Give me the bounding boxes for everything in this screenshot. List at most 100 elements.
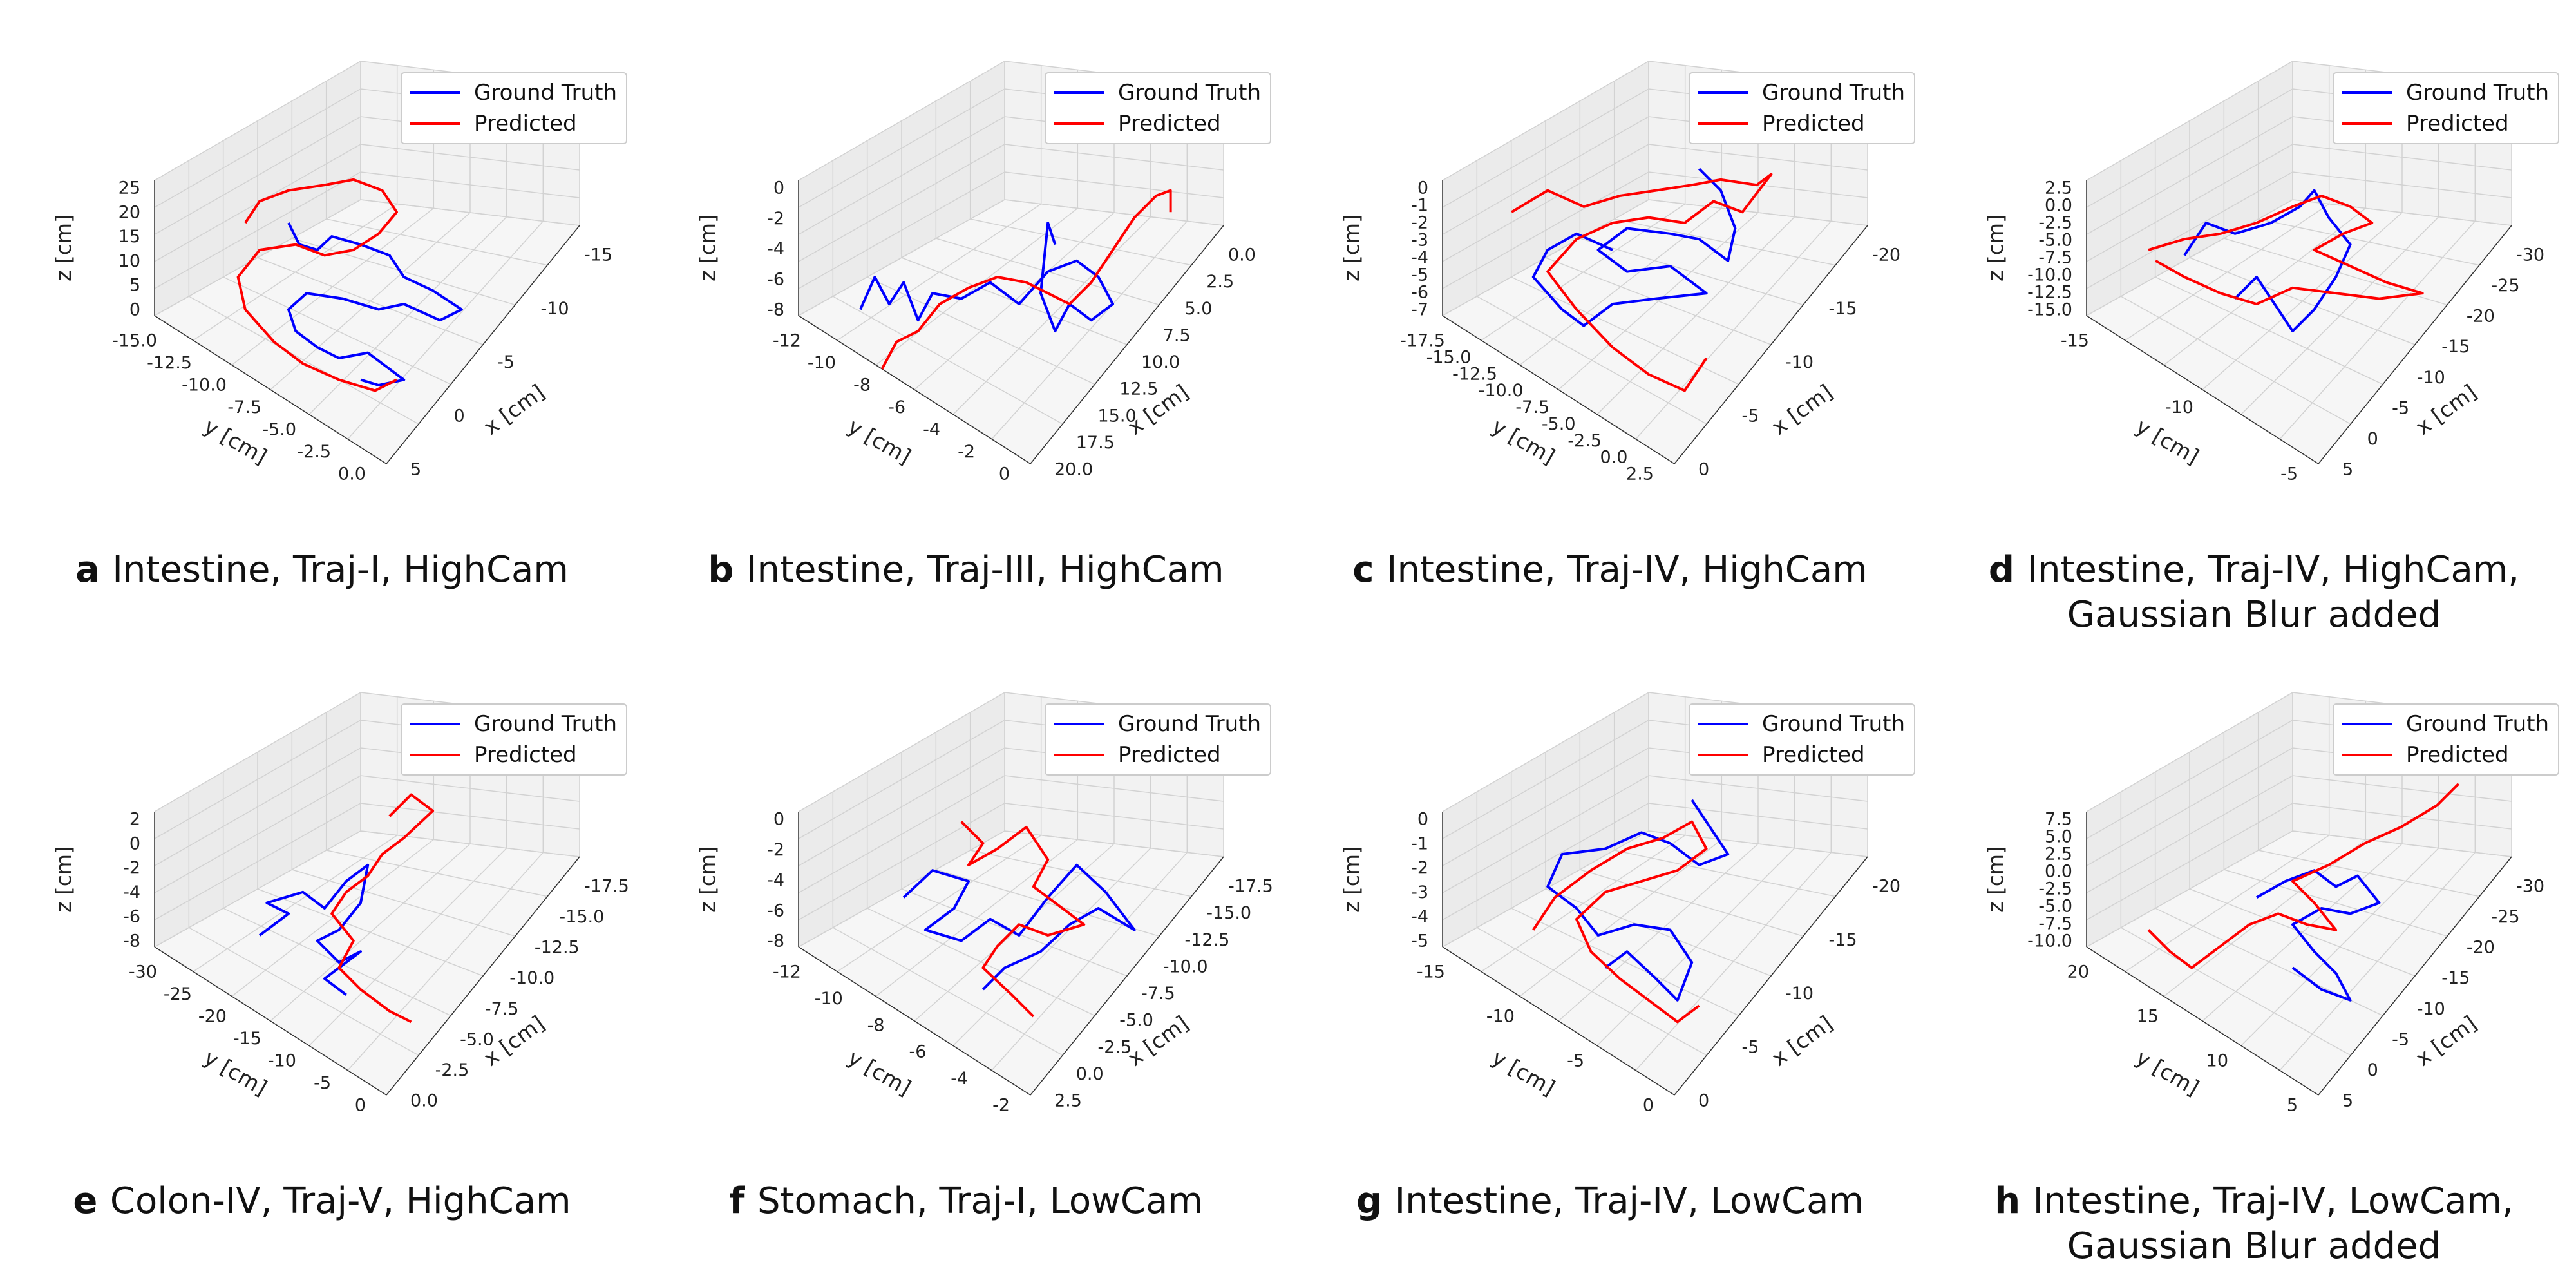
y-tick-label: 10 xyxy=(2206,1051,2228,1071)
axis-lines xyxy=(1442,180,1868,464)
z-tick-label: 20 xyxy=(118,202,140,222)
x-ticks: 5 0 -5 -10 -15 xyxy=(410,245,612,480)
z-tick-label: -15.0 xyxy=(2027,300,2072,320)
y-tick-label: -2.5 xyxy=(297,442,331,462)
x-tick-label: -30 xyxy=(2516,877,2544,897)
legend-swatch xyxy=(2342,122,2392,125)
series-line-ground-truth xyxy=(259,863,370,997)
series-line-predicted xyxy=(1532,820,1708,1024)
z-axis-label: z [cm] xyxy=(1983,846,2008,913)
x-axis-label: x [cm] xyxy=(1767,379,1837,440)
x-tick-label: -2.5 xyxy=(435,1060,469,1080)
legend-entry: Predicted xyxy=(2342,108,2549,139)
y-tick-label: -20 xyxy=(198,1007,227,1027)
z-ticks: -7-6-5-4-3-2-10 xyxy=(1411,178,1428,320)
x-tick-label: -5.0 xyxy=(1119,1011,1153,1031)
y-tick-label: -5 xyxy=(314,1073,331,1093)
caption-text: Intestine, Traj-III, HighCam xyxy=(746,549,1224,591)
y-tick-label: -30 xyxy=(129,962,157,982)
x-tick-label: -10.0 xyxy=(509,968,554,988)
y-tick-label: -10 xyxy=(2165,397,2193,417)
legend-label: Ground Truth xyxy=(1762,711,1906,737)
legend-swatch xyxy=(1054,91,1104,94)
z-ticks: -10.0-7.5-5.0-2.50.02.55.07.5 xyxy=(2027,810,2072,951)
y-ticks: 0 -5 -10 -15 -20 -25 -30 xyxy=(129,962,366,1116)
y-tick-label: -15.0 xyxy=(1426,347,1472,367)
y-tick-label: -17.5 xyxy=(1400,331,1445,351)
legend-label: Predicted xyxy=(2406,742,2509,768)
z-tick-label: -8 xyxy=(123,931,140,951)
caption-text: Gaussian Blur added xyxy=(2067,594,2441,636)
x-tick-label: 0 xyxy=(2367,1060,2378,1080)
series-line-predicted xyxy=(2147,783,2460,969)
z-tick-label: -2 xyxy=(1411,858,1428,878)
legend-swatch xyxy=(1698,122,1748,125)
z-ticks: 0 5 10 15 20 25 xyxy=(118,178,140,320)
x-axis-label: x [cm] xyxy=(1767,1011,1837,1071)
x-tick-label: -30 xyxy=(2516,245,2544,265)
legend-label: Ground Truth xyxy=(1762,80,1906,106)
series-line-ground-truth xyxy=(2256,869,2381,1002)
series-line-predicted xyxy=(1511,173,1773,392)
z-tick-label: -6 xyxy=(123,907,140,927)
y-tick-label: -5.0 xyxy=(262,420,296,440)
legend-label: Predicted xyxy=(2406,111,2509,137)
series-line-ground-truth xyxy=(1546,799,1730,1002)
y-axis-label: y [cm] xyxy=(2132,414,2203,470)
y-axis-label: y [cm] xyxy=(200,414,271,470)
legend-entry: Predicted xyxy=(2342,739,2549,770)
y-tick-label: -6 xyxy=(888,397,905,417)
y-tick-label: -10.0 xyxy=(1479,381,1524,401)
panel-letter: f xyxy=(729,1180,757,1222)
legend-entry: Ground Truth xyxy=(1698,77,1905,108)
pane-floor xyxy=(799,200,1224,464)
legend-label: Ground Truth xyxy=(1118,711,1262,737)
legend: Ground Truth Predicted xyxy=(2333,72,2560,144)
y-axis-label: y [cm] xyxy=(2132,1045,2203,1101)
x-tick-label: -12.5 xyxy=(1185,930,1230,950)
y-tick-label: -2.5 xyxy=(1567,431,1602,451)
caption-text: Intestine, Traj-IV, LowCam xyxy=(1394,1180,1864,1222)
legend-swatch xyxy=(2342,723,2392,725)
z-ticks: -8 -6 -4 -2 0 xyxy=(767,810,784,951)
series-line-predicted xyxy=(880,189,1172,370)
x-tick-label: -5.0 xyxy=(460,1029,494,1049)
legend: Ground Truth Predicted xyxy=(1045,72,1272,144)
x-tick-label: -20 xyxy=(1872,245,1900,265)
axis-lines xyxy=(154,812,580,1096)
y-axis-label: y [cm] xyxy=(1488,1045,1559,1101)
axes-3d-f: -2 -4 -6 -8 -10 -12 2.5 0.0 -2.5 -5.0 -7.5 -10.0 -12… xyxy=(695,692,1273,1116)
x-tick-label: 7.5 xyxy=(1163,325,1191,345)
z-tick-label: -7.5 xyxy=(2038,914,2072,934)
z-axis-label: z [cm] xyxy=(1339,846,1364,913)
pane-floor xyxy=(1443,831,1868,1095)
x-tick-label: 10.0 xyxy=(1141,352,1180,372)
x-tick-label: 5 xyxy=(410,460,421,480)
axis-lines xyxy=(154,180,580,464)
panel-letter: e xyxy=(73,1180,110,1222)
z-axis-label: z [cm] xyxy=(695,215,720,281)
y-tick-label: 5 xyxy=(2287,1096,2298,1116)
pane-floor xyxy=(1443,200,1868,464)
x-tick-label: 17.5 xyxy=(1076,433,1115,453)
x-ticks: 2.5 0.0 -2.5 -5.0 -7.5 -10.0 -12.5 -15.0 -17.5 xyxy=(1054,877,1273,1111)
y-tick-label: -12.5 xyxy=(147,353,192,373)
y-ticks: 0.0 -2.5-5.0-7.5-10.0 -12.5-15.0 xyxy=(112,331,366,484)
z-tick-label: -8 xyxy=(767,931,784,951)
x-tick-label: -10 xyxy=(1785,984,1814,1004)
y-tick-label: 0.0 xyxy=(338,464,366,484)
y-tick-label: -10 xyxy=(1486,1007,1515,1027)
z-tick-label: 10 xyxy=(118,251,140,271)
legend-entry: Predicted xyxy=(1054,108,1261,139)
x-tick-label: -15 xyxy=(2441,968,2470,988)
x-ticks: 50 -5 -10 -15 -20 -25 -30 xyxy=(2342,877,2544,1111)
chart-panel-g: 0 -5 -10 -15 0 -5 -10 -15 -20 -5 -4 -3 -2 -1 0 x [cm] y … xyxy=(1288,631,1932,1256)
z-tick-label: -5.0 xyxy=(2038,231,2072,251)
z-tick-label: -4 xyxy=(123,883,140,902)
z-tick-label: -2 xyxy=(1411,213,1428,233)
chart-panel-f: -2 -4 -6 -8 -10 -12 2.5 0.0 -2.5 -5.0 -7.5 -10.0 -12… xyxy=(644,631,1288,1256)
caption-text: Stomach, Traj-I, LowCam xyxy=(757,1180,1203,1222)
y-tick-label: 0.0 xyxy=(1600,448,1628,468)
z-tick-label: -4 xyxy=(767,870,784,890)
